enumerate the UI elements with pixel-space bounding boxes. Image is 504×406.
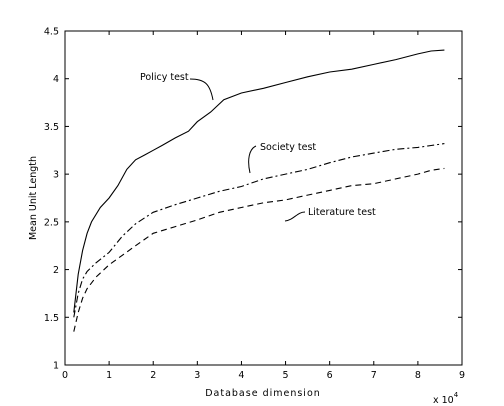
y-axis: 1 1.5 2 2.5 3 3.5 4 4.5 bbox=[44, 27, 462, 372]
y-tick-label: 4 bbox=[53, 74, 59, 85]
y-axis-label: Mean Unit Length bbox=[28, 156, 39, 240]
x-tick-label: 3 bbox=[194, 370, 200, 381]
x-tick-label: 9 bbox=[459, 370, 465, 381]
x-multiplier-base: x 10 bbox=[433, 395, 454, 406]
series-line-policy-test bbox=[73, 49, 445, 313]
annotation-society-test: Society test bbox=[260, 142, 316, 153]
annotations: Policy test Society test Literature test bbox=[140, 72, 376, 222]
x-tick-label: 4 bbox=[238, 370, 244, 381]
series-line-society-test bbox=[73, 143, 445, 318]
annotation-policy-test: Policy test bbox=[140, 72, 189, 83]
x-tick-label: 6 bbox=[327, 370, 333, 381]
x-multiplier-label: x 104 bbox=[433, 391, 459, 406]
x-tick-label: 8 bbox=[415, 370, 421, 381]
y-tick-label: 1.5 bbox=[44, 313, 59, 324]
x-multiplier-exponent: 4 bbox=[454, 391, 459, 399]
x-tick-label: 5 bbox=[283, 370, 289, 381]
annotation-literature-test: Literature test bbox=[308, 207, 376, 218]
y-tick-label: 3 bbox=[53, 170, 59, 181]
x-axis-label: Database dimension bbox=[205, 388, 321, 399]
plot-frame bbox=[64, 30, 463, 366]
y-tick-label: 4.5 bbox=[44, 27, 59, 38]
y-tick-label: 2.5 bbox=[44, 217, 59, 228]
x-tick-label: 2 bbox=[150, 370, 156, 381]
annotation-leader bbox=[189, 78, 214, 101]
y-tick-label: 2 bbox=[53, 265, 59, 276]
series-line-literature-test bbox=[73, 167, 445, 332]
y-tick-label: 1 bbox=[53, 361, 59, 372]
annotation-leader bbox=[284, 211, 306, 222]
x-tick-label: 7 bbox=[371, 370, 377, 381]
x-tick-label: 0 bbox=[62, 370, 68, 381]
y-tick-label: 3.5 bbox=[44, 122, 59, 133]
x-tick-label: 1 bbox=[106, 370, 112, 381]
series-layer bbox=[73, 49, 445, 332]
x-axis: 0 1 2 3 4 5 6 7 8 9 bbox=[62, 31, 465, 381]
annotation-leader bbox=[248, 145, 257, 174]
